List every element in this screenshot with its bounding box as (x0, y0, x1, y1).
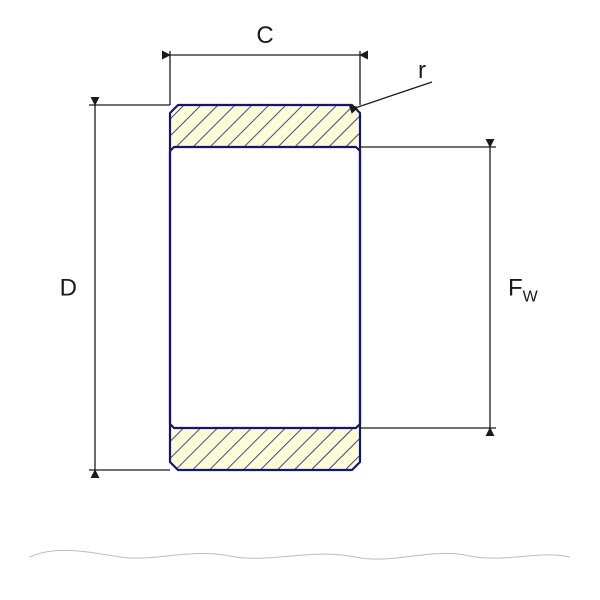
bearing-cross-section-diagram: CDFWr (0, 0, 600, 600)
label-d: D (60, 275, 77, 302)
label-r: r (418, 57, 426, 84)
label-c: C (256, 22, 273, 49)
bore-area (170, 147, 360, 428)
